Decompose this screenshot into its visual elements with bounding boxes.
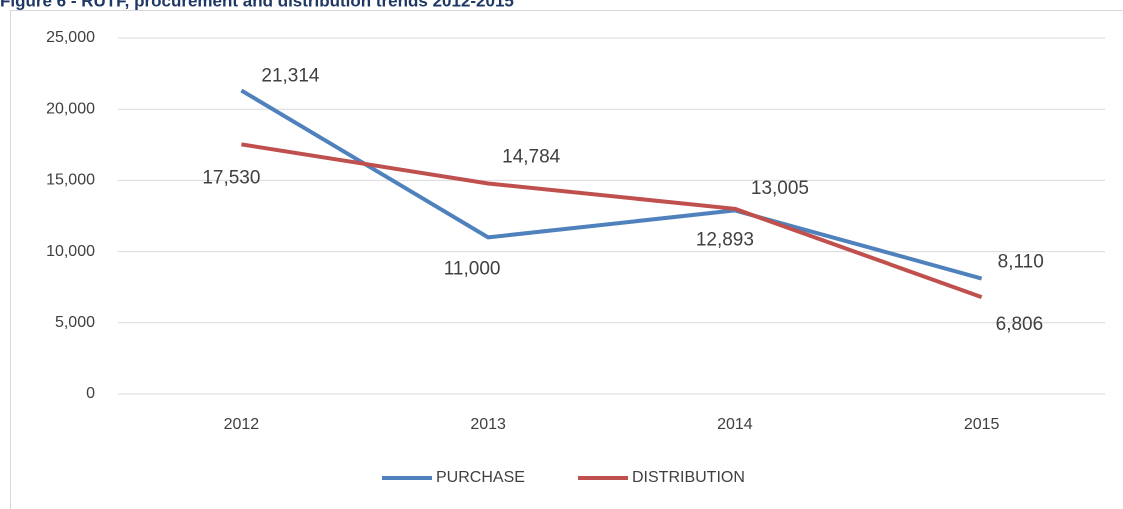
data-label: 8,110 bbox=[998, 252, 1044, 273]
data-label: 17,530 bbox=[202, 167, 260, 188]
x-tick-label: 2012 bbox=[224, 416, 260, 433]
chart-border bbox=[10, 10, 1123, 509]
legend-label: PURCHASE bbox=[436, 469, 525, 486]
y-tick-label: 10,000 bbox=[46, 243, 95, 260]
data-label: 13,005 bbox=[751, 178, 809, 199]
data-label: 6,806 bbox=[996, 314, 1044, 335]
chart-title: Figure 6 - RUTF, procurement and distrib… bbox=[0, 0, 514, 10]
series-line bbox=[240, 88, 983, 281]
y-tick-label: 20,000 bbox=[46, 100, 95, 117]
data-label: 12,893 bbox=[696, 229, 754, 250]
x-tick-label: 2015 bbox=[964, 416, 1000, 433]
y-tick-label: 25,000 bbox=[46, 29, 95, 46]
data-label: 21,314 bbox=[261, 66, 320, 87]
y-tick-label: 0 bbox=[86, 385, 95, 402]
y-tick-label: 5,000 bbox=[55, 314, 95, 331]
x-tick-label: 2014 bbox=[717, 416, 753, 433]
series-line bbox=[241, 142, 983, 299]
x-tick-label: 2013 bbox=[470, 416, 506, 433]
data-label: 11,000 bbox=[444, 258, 501, 279]
y-tick-label: 15,000 bbox=[46, 172, 95, 189]
data-label: 14,784 bbox=[502, 146, 561, 167]
legend-label: DISTRIBUTION bbox=[632, 469, 745, 486]
